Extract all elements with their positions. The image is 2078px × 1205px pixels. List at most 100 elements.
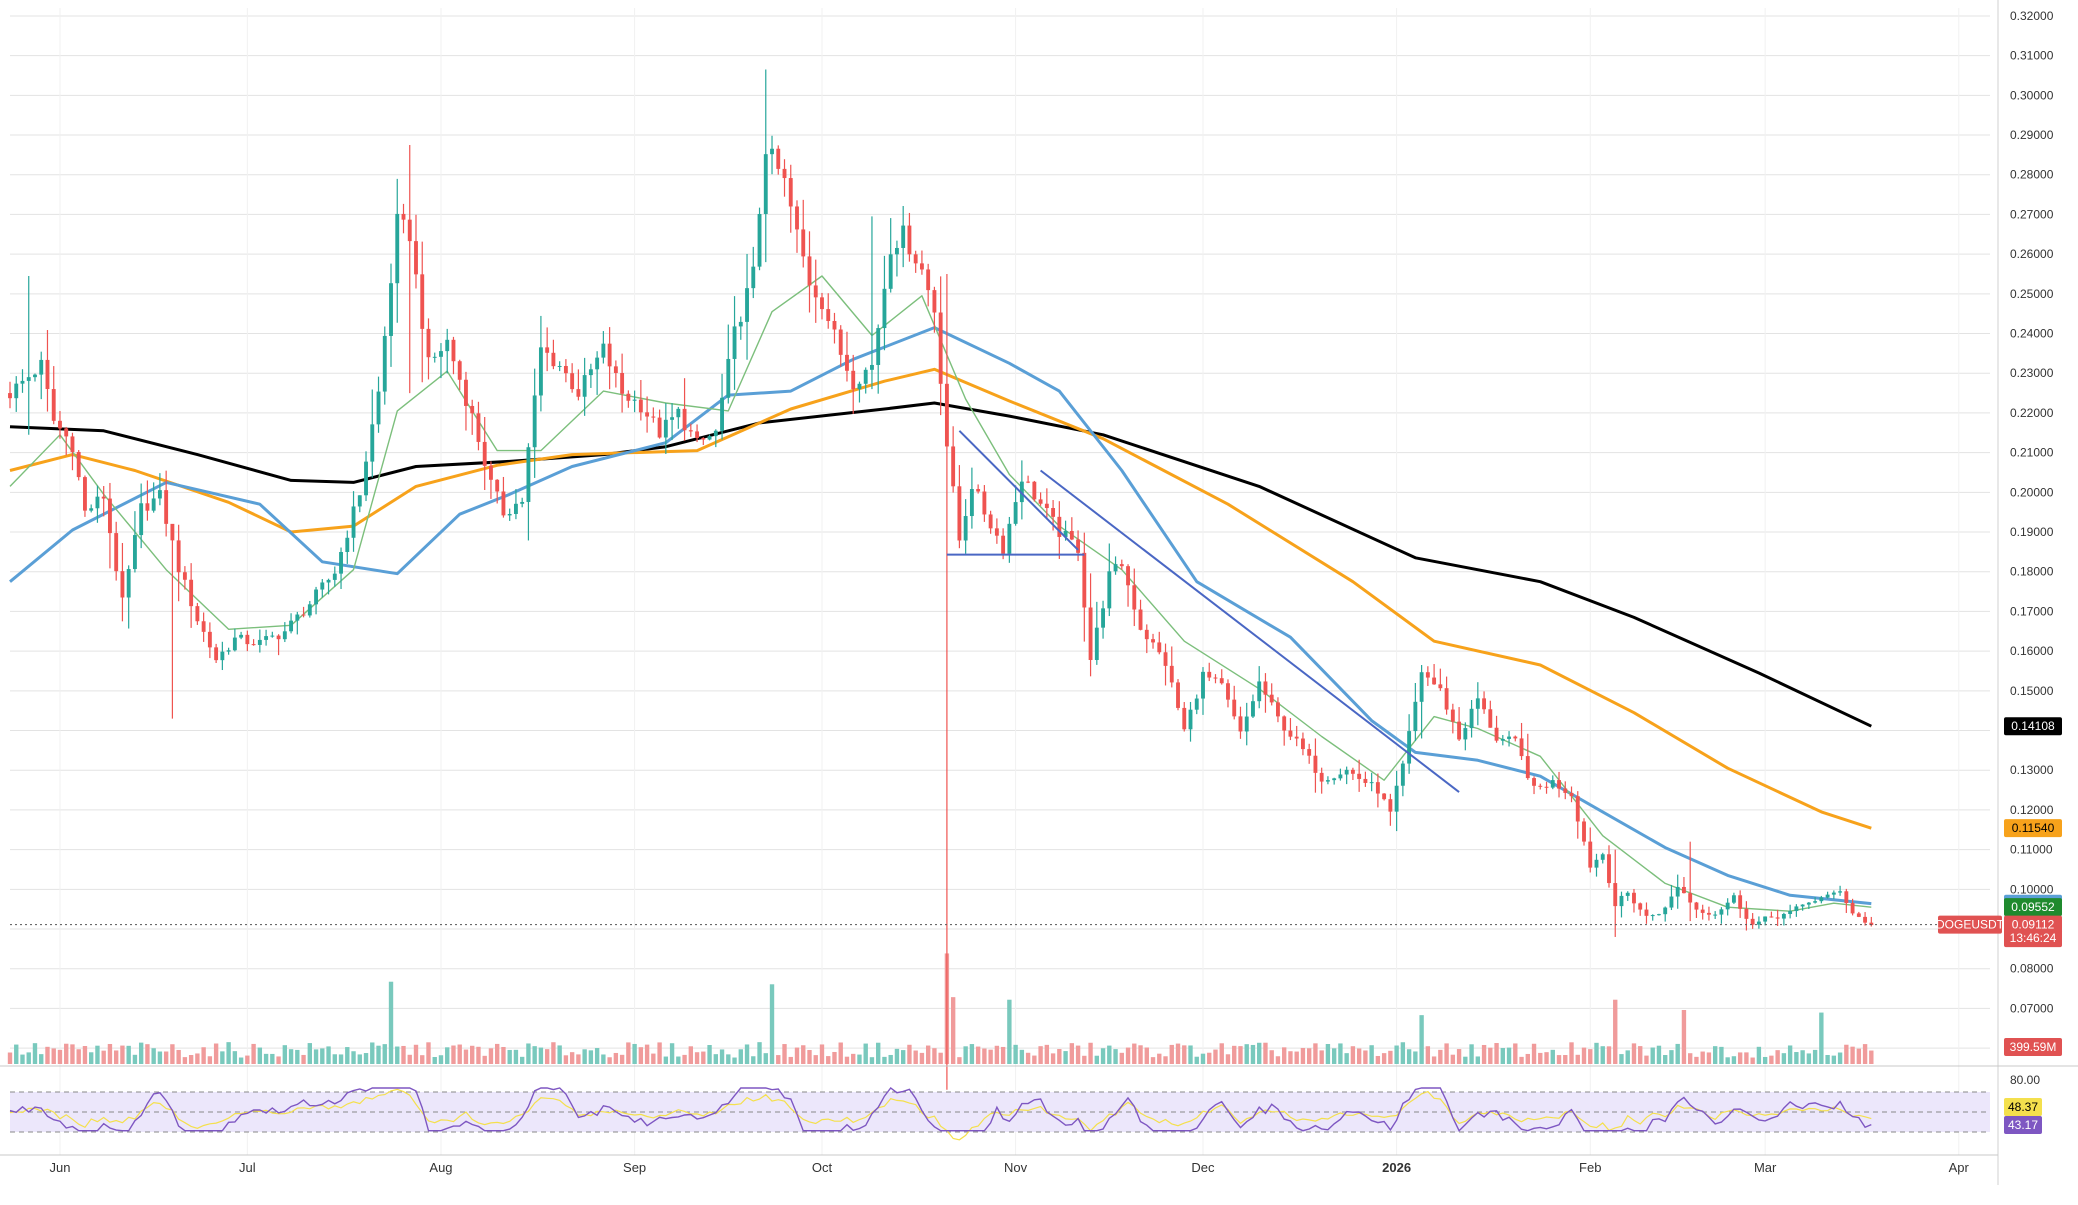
candle-body[interactable] xyxy=(713,430,718,437)
candle-body[interactable] xyxy=(1632,892,1636,904)
candle-body[interactable] xyxy=(407,219,412,242)
candle-body[interactable] xyxy=(1107,571,1112,609)
candle-body[interactable] xyxy=(1813,901,1818,903)
candle-body[interactable] xyxy=(1600,854,1605,860)
candle-body[interactable] xyxy=(1013,502,1018,524)
candle-body[interactable] xyxy=(257,639,262,645)
candle-body[interactable] xyxy=(1257,681,1262,702)
candle-body[interactable] xyxy=(332,573,337,580)
candle-body[interactable] xyxy=(1238,716,1243,732)
candle-body[interactable] xyxy=(1582,821,1586,842)
candle-body[interactable] xyxy=(101,496,106,499)
candle-body[interactable] xyxy=(1057,516,1062,537)
candle-body[interactable] xyxy=(495,479,500,492)
candle-body[interactable] xyxy=(1856,913,1861,917)
candle-body[interactable] xyxy=(1294,736,1299,739)
candle-body[interactable] xyxy=(1525,756,1530,779)
candle-body[interactable] xyxy=(1219,678,1224,684)
candle-body[interactable] xyxy=(170,523,175,541)
candle-body[interactable] xyxy=(932,290,937,313)
candle-body[interactable] xyxy=(1532,778,1536,786)
candle-body[interactable] xyxy=(1063,531,1068,537)
candle-body[interactable] xyxy=(582,375,587,397)
candle-body[interactable] xyxy=(33,374,37,378)
candle-body[interactable] xyxy=(401,213,406,220)
candle-body[interactable] xyxy=(1569,792,1574,797)
candle-body[interactable] xyxy=(595,357,600,370)
candle-body[interactable] xyxy=(1756,921,1761,925)
candle-body[interactable] xyxy=(526,447,531,502)
candle-body[interactable] xyxy=(376,391,381,425)
candle-body[interactable] xyxy=(1082,552,1087,608)
candle-body[interactable] xyxy=(1694,902,1699,910)
candle-body[interactable] xyxy=(507,513,512,516)
candle-body[interactable] xyxy=(1069,531,1074,540)
candle-body[interactable] xyxy=(132,535,137,570)
candle-body[interactable] xyxy=(801,229,806,257)
candle-body[interactable] xyxy=(1475,698,1480,709)
candle-body[interactable] xyxy=(813,285,818,298)
candle-body[interactable] xyxy=(8,393,12,399)
candle-body[interactable] xyxy=(1863,916,1868,923)
candle-body[interactable] xyxy=(270,635,275,637)
candle-body[interactable] xyxy=(95,496,100,509)
candle-body[interactable] xyxy=(676,408,681,418)
candle-body[interactable] xyxy=(1825,894,1830,898)
candle-body[interactable] xyxy=(1619,895,1624,907)
candle-body[interactable] xyxy=(51,389,56,421)
candle-body[interactable] xyxy=(1444,688,1449,710)
candle-body[interactable] xyxy=(1775,917,1780,919)
candle-body[interactable] xyxy=(919,263,924,270)
trendline[interactable] xyxy=(1039,469,1460,793)
candle-body[interactable] xyxy=(1544,786,1549,788)
candle-body[interactable] xyxy=(532,395,537,448)
candle-body[interactable] xyxy=(58,420,62,429)
candle-body[interactable] xyxy=(1500,738,1505,741)
candle-body[interactable] xyxy=(1201,671,1205,699)
candle-body[interactable] xyxy=(45,359,50,390)
candle-body[interactable] xyxy=(1469,708,1474,729)
candle-body[interactable] xyxy=(1413,701,1418,732)
candle-body[interactable] xyxy=(357,495,362,507)
candle-body[interactable] xyxy=(14,383,19,399)
candle-body[interactable] xyxy=(395,213,400,284)
candle-body[interactable] xyxy=(1325,780,1330,782)
candlestick-series[interactable] xyxy=(8,69,1874,1090)
candle-body[interactable] xyxy=(189,579,194,607)
candle-body[interactable] xyxy=(926,269,931,291)
candle-body[interactable] xyxy=(120,571,125,598)
candle-body[interactable] xyxy=(1138,609,1143,630)
candle-body[interactable] xyxy=(1719,909,1724,915)
candle-body[interactable] xyxy=(520,501,525,504)
candle-body[interactable] xyxy=(1157,642,1162,653)
candle-body[interactable] xyxy=(64,428,69,437)
candle-body[interactable] xyxy=(994,528,999,536)
candle-body[interactable] xyxy=(1488,709,1493,728)
candle-body[interactable] xyxy=(226,650,231,652)
candle-body[interactable] xyxy=(826,309,831,321)
candle-body[interactable] xyxy=(726,358,731,398)
candle-body[interactable] xyxy=(1357,773,1362,779)
candle-body[interactable] xyxy=(1675,886,1680,897)
candle-body[interactable] xyxy=(788,178,793,207)
candle-body[interactable] xyxy=(26,377,31,381)
candle-body[interactable] xyxy=(1313,755,1318,773)
candle-body[interactable] xyxy=(1682,886,1686,894)
candle-body[interactable] xyxy=(1038,499,1043,504)
candle-body[interactable] xyxy=(901,225,906,248)
candle-body[interactable] xyxy=(420,274,425,329)
candle-body[interactable] xyxy=(1182,707,1187,730)
candle-body[interactable] xyxy=(307,604,312,616)
candle-body[interactable] xyxy=(339,551,343,574)
candle-body[interactable] xyxy=(201,621,206,632)
candle-body[interactable] xyxy=(1007,523,1012,554)
candle-body[interactable] xyxy=(295,614,300,621)
candle-body[interactable] xyxy=(195,606,200,622)
candle-body[interactable] xyxy=(464,379,468,406)
candle-body[interactable] xyxy=(1113,564,1118,572)
candle-body[interactable] xyxy=(1226,683,1230,700)
candle-body[interactable] xyxy=(1338,774,1343,779)
candle-body[interactable] xyxy=(988,514,993,529)
candle-body[interactable] xyxy=(289,620,294,632)
candle-body[interactable] xyxy=(1269,694,1274,703)
